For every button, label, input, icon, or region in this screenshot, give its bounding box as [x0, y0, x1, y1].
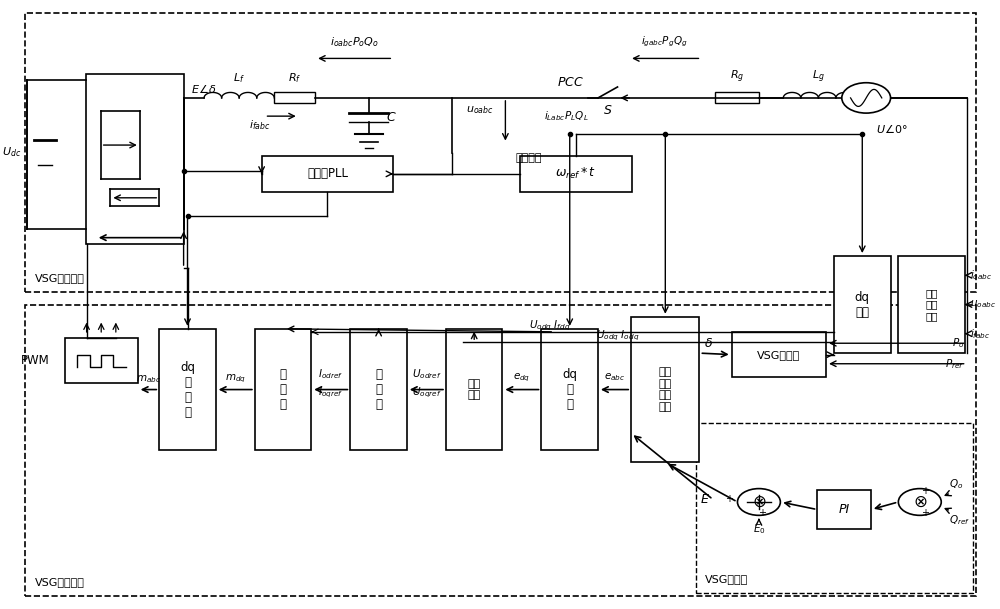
- Text: +: +: [921, 508, 929, 518]
- Text: PI: PI: [839, 503, 850, 516]
- Text: $E\angle\delta$: $E\angle\delta$: [191, 82, 217, 95]
- Text: $PCC$: $PCC$: [557, 76, 584, 90]
- Text: $m_{abc}$: $m_{abc}$: [136, 373, 161, 384]
- Text: $P_o$: $P_o$: [952, 336, 965, 350]
- Text: $R_f$: $R_f$: [288, 71, 301, 85]
- Text: $e_{dq}$: $e_{dq}$: [513, 371, 531, 384]
- Bar: [631, 317, 699, 462]
- Bar: [520, 156, 632, 192]
- Text: 本地负荷: 本地负荷: [515, 153, 542, 163]
- Text: $m_{dq}$: $m_{dq}$: [225, 373, 246, 385]
- Text: +: +: [725, 494, 733, 504]
- Text: $L_g$: $L_g$: [812, 68, 825, 85]
- Bar: [696, 423, 973, 593]
- Bar: [159, 329, 216, 450]
- Text: VSG励磁器: VSG励磁器: [705, 574, 749, 584]
- Text: 电感
方程: 电感 方程: [468, 379, 481, 400]
- Bar: [446, 329, 502, 450]
- Text: $Q_{ref}$: $Q_{ref}$: [949, 513, 970, 527]
- Text: dq
反
变
换: dq 反 变 换: [180, 361, 195, 418]
- Text: $\delta$: $\delta$: [704, 337, 713, 351]
- Text: 电
流
环: 电 流 环: [280, 368, 287, 411]
- Text: $P_{ref}$: $P_{ref}$: [945, 357, 965, 371]
- Text: $i_{fabc}$: $i_{fabc}$: [970, 327, 990, 340]
- Bar: [25, 304, 976, 596]
- Text: 三相
正弦
波发
生器: 三相 正弦 波发 生器: [659, 367, 672, 412]
- Text: $E$: $E$: [700, 493, 710, 506]
- Bar: [25, 13, 976, 292]
- Text: $U_{odref}$: $U_{odref}$: [412, 367, 441, 381]
- Text: $\omega_{ref}*t$: $\omega_{ref}*t$: [555, 166, 597, 181]
- Text: $R_g$: $R_g$: [730, 68, 744, 85]
- Bar: [541, 329, 598, 450]
- Text: $U\angle0°$: $U\angle0°$: [876, 122, 908, 135]
- Text: dq
变
换: dq 变 换: [562, 368, 577, 411]
- Text: $I_{oqref}$: $I_{oqref}$: [318, 385, 343, 400]
- Bar: [350, 329, 407, 450]
- Text: $C$: $C$: [386, 111, 397, 124]
- Text: $S$: $S$: [603, 104, 612, 116]
- Bar: [715, 93, 759, 104]
- Text: $U_{odq}\ I_{fdq}$: $U_{odq}\ I_{fdq}$: [529, 319, 570, 333]
- Text: VSG调速器: VSG调速器: [757, 350, 801, 360]
- Text: $i_{Labc}P_LQ_L$: $i_{Labc}P_LQ_L$: [544, 109, 589, 123]
- Text: VSG功率电路: VSG功率电路: [34, 273, 84, 283]
- Text: 测量
计算
模块: 测量 计算 模块: [925, 288, 938, 321]
- Text: PWM: PWM: [21, 354, 50, 367]
- Circle shape: [842, 83, 891, 113]
- Text: $U_{dc}$: $U_{dc}$: [2, 146, 22, 160]
- Text: $u_{oabc}$: $u_{oabc}$: [970, 298, 996, 311]
- Bar: [86, 74, 184, 244]
- Text: $i_{oabc}P_oQ_o$: $i_{oabc}P_oQ_o$: [330, 35, 379, 49]
- Text: +: +: [921, 486, 929, 496]
- Text: +: +: [758, 508, 766, 518]
- Text: 电
压
环: 电 压 环: [375, 368, 382, 411]
- Text: $e_{abc}$: $e_{abc}$: [604, 371, 625, 383]
- Text: $i_{gabc}P_gQ_g$: $i_{gabc}P_gQ_g$: [641, 35, 688, 49]
- Text: $\otimes$: $\otimes$: [752, 493, 766, 511]
- Bar: [817, 490, 871, 529]
- Text: $L_f$: $L_f$: [233, 71, 245, 85]
- Text: $i_{fabc}$: $i_{fabc}$: [249, 118, 271, 132]
- Text: $E_0$: $E_0$: [753, 523, 765, 536]
- Bar: [732, 332, 826, 378]
- Text: dq
变换: dq 变换: [855, 290, 870, 319]
- Bar: [274, 93, 315, 104]
- Bar: [898, 256, 965, 353]
- Circle shape: [737, 488, 780, 515]
- Text: $i_{oabc}$: $i_{oabc}$: [970, 269, 992, 282]
- Bar: [255, 329, 311, 450]
- Text: $I_{odref}$: $I_{odref}$: [318, 367, 343, 381]
- Text: VSG控制电路: VSG控制电路: [34, 577, 84, 587]
- Bar: [65, 338, 138, 384]
- Text: $\otimes$: $\otimes$: [913, 493, 927, 511]
- Circle shape: [898, 488, 941, 515]
- Text: $u_{oabc}$: $u_{oabc}$: [466, 104, 494, 116]
- Text: 锁相环PLL: 锁相环PLL: [307, 167, 348, 180]
- Text: $U_{oqref}$: $U_{oqref}$: [412, 385, 441, 400]
- Bar: [834, 256, 891, 353]
- Text: $Q_o$: $Q_o$: [949, 477, 963, 491]
- Bar: [262, 156, 393, 192]
- Text: $U_{odq}\ I_{odq}$: $U_{odq}\ I_{odq}$: [596, 329, 639, 343]
